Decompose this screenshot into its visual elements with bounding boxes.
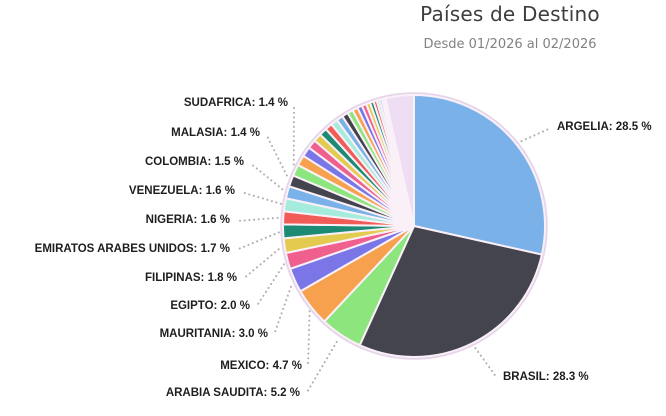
slice-callout-egipto: EGIPTO: 2.0 %: [170, 300, 250, 312]
leader-line-argelia: [518, 128, 549, 143]
leader-line-filipinas: [245, 246, 282, 278]
pie-slice-33[interactable]: [384, 93, 415, 227]
slice-callout-mauritania: MAURITANIA: 3.0 %: [159, 328, 268, 340]
chart-subtitle: Desde 01/2026 al 02/2026: [423, 37, 597, 52]
pie-slice-brasil[interactable]: [358, 225, 543, 358]
leader-line-egipto: [257, 262, 286, 305]
leader-line-nigeria: [239, 216, 281, 222]
slice-callout-emiratos-arabes-unidos: EMIRATOS ARABES UNIDOS: 1.7 %: [34, 243, 230, 255]
leader-line-mauritania: [274, 282, 294, 333]
slice-callout-nigeria: NIGERIA: 1.6 %: [145, 214, 230, 226]
leader-line-arabia-saudita: [307, 337, 340, 392]
slice-callout-colombia: COLOMBIA: 1.5 %: [144, 156, 244, 168]
slice-callout-malasia: MALASIA: 1.4 %: [171, 127, 260, 139]
leader-line-venezuela: [243, 192, 282, 205]
chart-title: Países de Destino: [420, 2, 600, 26]
slice-callout-sudafrica: SUDAFRICA: 1.4 %: [183, 97, 288, 109]
leader-line-emiratos-arabes-unidos: [238, 231, 281, 250]
slice-callout-filipinas: FILIPINAS: 1.8 %: [144, 272, 237, 284]
slice-callout-venezuela: VENEZUELA: 1.6 %: [128, 185, 235, 197]
slice-callout-brasil: BRASIL: 28.3 %: [503, 371, 589, 383]
leader-line-mexico: [307, 309, 311, 364]
leader-line-colombia: [252, 164, 285, 192]
leader-line-malasia: [266, 136, 290, 180]
pie-slice-argelia[interactable]: [413, 94, 547, 256]
slice-callout-argelia: ARGELIA: 28.5 %: [557, 121, 652, 133]
leader-line-brasil: [473, 345, 496, 376]
slice-callout-arabia-saudita: ARABIA SAUDITA: 5.2 %: [165, 387, 300, 399]
slice-callout-mexico: MEXICO: 4.7 %: [220, 360, 302, 372]
